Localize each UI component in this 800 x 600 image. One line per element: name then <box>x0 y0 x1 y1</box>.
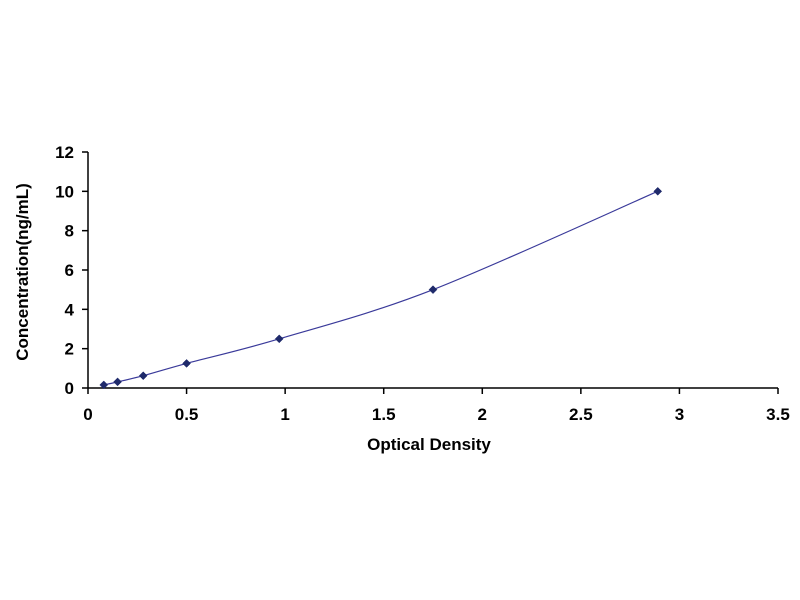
x-tick-label: 2 <box>478 405 487 424</box>
data-point <box>99 380 109 390</box>
y-ticks: 0 2 4 6 8 10 12 <box>55 143 88 398</box>
x-tick-label: 0 <box>83 405 92 424</box>
data-point <box>138 371 148 381</box>
data-point <box>428 285 438 295</box>
data-point <box>274 334 284 344</box>
y-axis-title: Concentration(ng/mL) <box>13 183 32 361</box>
y-tick-label: 0 <box>65 379 74 398</box>
x-tick-label: 3.5 <box>766 405 790 424</box>
fit-curve <box>103 190 658 386</box>
x-tick-label: 1 <box>280 405 289 424</box>
y-tick-label: 12 <box>55 143 74 162</box>
y-tick-label: 4 <box>65 300 75 319</box>
data-point <box>113 377 122 387</box>
axes <box>87 152 778 389</box>
x-tick-label: 2.5 <box>569 405 593 424</box>
data-point <box>653 186 663 196</box>
x-axis-title: Optical Density <box>367 435 491 454</box>
y-tick-label: 10 <box>55 182 74 201</box>
y-tick-label: 6 <box>65 261 74 280</box>
data-point <box>182 359 191 368</box>
y-tick-label: 2 <box>65 340 74 359</box>
x-tick-label: 0.5 <box>175 405 199 424</box>
y-tick-label: 8 <box>65 222 74 241</box>
x-tick-label: 1.5 <box>372 405 396 424</box>
x-ticks: 0 0.5 1 1.5 2 2.5 3 3.5 <box>83 388 790 424</box>
data-points <box>99 186 663 390</box>
x-tick-label: 3 <box>675 405 684 424</box>
